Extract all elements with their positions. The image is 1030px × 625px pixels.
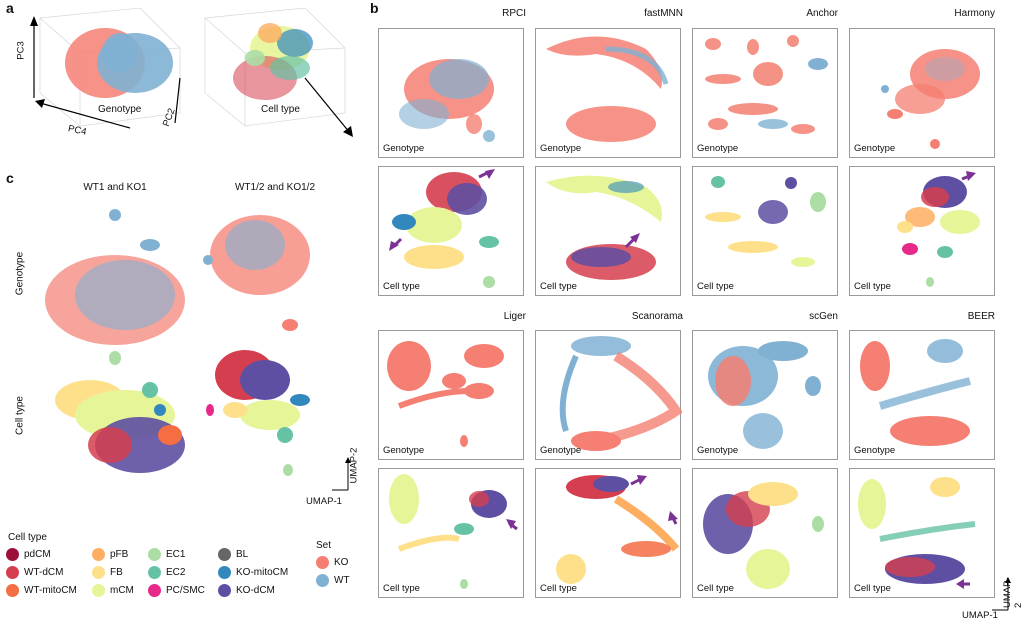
legend-swatch [148, 584, 161, 597]
umap-scanorama-celltype: Cell type [535, 468, 681, 598]
pc4-axis [39, 102, 131, 129]
col-title-wt1-ko1: WT1 and KO1 [83, 182, 147, 193]
umap-fastmnn-celltype: Cell type [535, 166, 681, 296]
legend-title: Cell type [8, 532, 47, 543]
umap-harmony-celltype: Cell type [849, 166, 995, 296]
legend-swatch [92, 584, 105, 597]
pc3-label: PC3 [15, 41, 27, 60]
umap-anchor-genotype: Genotype [692, 28, 838, 158]
umap2-label-b: UMAP-2 [1002, 577, 1024, 608]
umap-scgen-celltype: Cell type [692, 468, 838, 598]
method-title-liger: Liger [503, 311, 526, 322]
legend-item-bl: BL [218, 548, 248, 561]
legend-item-wt-mitocm: WT-mitoCM [6, 584, 77, 597]
panel-label-celltype: Cell type [540, 583, 577, 594]
pc3-arrow-icon [30, 16, 38, 26]
umap-rpci-genotype: Genotype [378, 28, 524, 158]
umap-scgen-genotype: Genotype [692, 330, 838, 460]
panel-label-genotype: Genotype [697, 143, 739, 154]
legend-item-ko-dcm: KO-dCM [218, 584, 275, 597]
method-title-fastmnn: fastMNN [644, 8, 683, 19]
panel-label-genotype: Genotype [854, 143, 896, 154]
panel-label-genotype: Genotype [854, 445, 896, 456]
legend-item-ko-mitocm: KO-mitoCM [218, 566, 288, 579]
umap-anchor-celltype: Cell type [692, 166, 838, 296]
legend-swatch [218, 548, 231, 561]
legend-swatch [316, 574, 329, 587]
umap1-label-c: UMAP-1 [306, 496, 342, 507]
panel-label-genotype: Genotype [697, 445, 739, 456]
umap-scanorama-genotype: Genotype [535, 330, 682, 460]
pca-cube-celltype [204, 8, 353, 137]
panel-label-celltype: Cell type [854, 583, 891, 594]
legend-swatch [6, 566, 19, 579]
legend-item-ko: KO [316, 556, 348, 569]
panel-label-celltype: Cell type [540, 281, 577, 292]
legend-item-ec1: EC1 [148, 548, 185, 561]
pca-cloud-genotype [65, 28, 173, 98]
method-title-anchor: Anchor [806, 8, 838, 19]
row-label-genotype: Genotype [14, 251, 26, 296]
panel-label-genotype: Genotype [383, 445, 425, 456]
umap1-label-b: UMAP-1 [962, 610, 998, 621]
legend-item-pc-smc: PC/SMC [148, 584, 205, 597]
panel-label-genotype: Genotype [540, 143, 582, 154]
legend-item-pfb: pFB [92, 548, 128, 561]
panel-label-genotype: Genotype [383, 143, 425, 154]
legend-swatch [92, 566, 105, 579]
legend-item-wt: WT [316, 574, 350, 587]
legend-item-pdcm: pdCM [6, 548, 51, 561]
panel-label-c: c [6, 170, 14, 186]
pca-genotype-title: Genotype [98, 104, 142, 115]
legend-item-ec2: EC2 [148, 566, 185, 579]
panel-c-umaps [45, 209, 310, 476]
pca-3d-plots [30, 8, 353, 137]
umap-axes-c [332, 457, 351, 491]
panel-label-celltype: Cell type [383, 583, 420, 594]
legend-item-fb: FB [92, 566, 123, 579]
panel-label-a: a [6, 0, 14, 16]
umap-fastmnn-genotype: Genotype [535, 28, 681, 158]
panel-label-celltype: Cell type [854, 281, 891, 292]
legend-swatch [316, 556, 329, 569]
legend-swatch [6, 548, 19, 561]
legend-item-mcm: mCM [92, 584, 134, 597]
col-title-wt12-ko12: WT1/2 and KO1/2 [234, 182, 316, 193]
legend-swatch [148, 548, 161, 561]
panel-label-celltype: Cell type [697, 281, 734, 292]
pca-celltype-title: Cell type [261, 104, 300, 115]
umap-liger-celltype: Cell type [378, 468, 524, 598]
legend-swatch [92, 548, 105, 561]
umap-harmony-genotype: Genotype [849, 28, 995, 158]
pc4-arrow-icon [35, 99, 45, 108]
panel-label-genotype: Genotype [540, 445, 582, 456]
panel-label-celltype: Cell type [383, 281, 420, 292]
legend-swatch [218, 566, 231, 579]
method-title-scgen: scGen [809, 311, 838, 322]
method-title-rpci: RPCI [502, 8, 526, 19]
umap-beer-genotype: Genotype [849, 330, 995, 460]
umap-beer-celltype: Cell type [849, 468, 995, 598]
umap-rpci-celltype: Cell type [378, 166, 524, 296]
umap-axes-b [992, 577, 1011, 611]
pc2-axis-left [174, 77, 181, 124]
umap2-label-c: UMAP-2 [348, 447, 360, 484]
method-title-harmony: Harmony [954, 8, 995, 19]
row-label-celltype: Cell type [14, 396, 26, 435]
panel-label-b: b [370, 0, 379, 16]
legend-item-wt-dcm: WT-dCM [6, 566, 63, 579]
legend-set-title: Set [316, 540, 332, 551]
method-title-beer: BEER [967, 311, 995, 322]
legend-swatch [148, 566, 161, 579]
method-title-scanorama: Scanorama [631, 311, 683, 322]
legend-swatch [6, 584, 19, 597]
panel-label-celltype: Cell type [697, 583, 734, 594]
legend-swatch [218, 584, 231, 597]
umap-liger-genotype: Genotype [378, 330, 524, 460]
